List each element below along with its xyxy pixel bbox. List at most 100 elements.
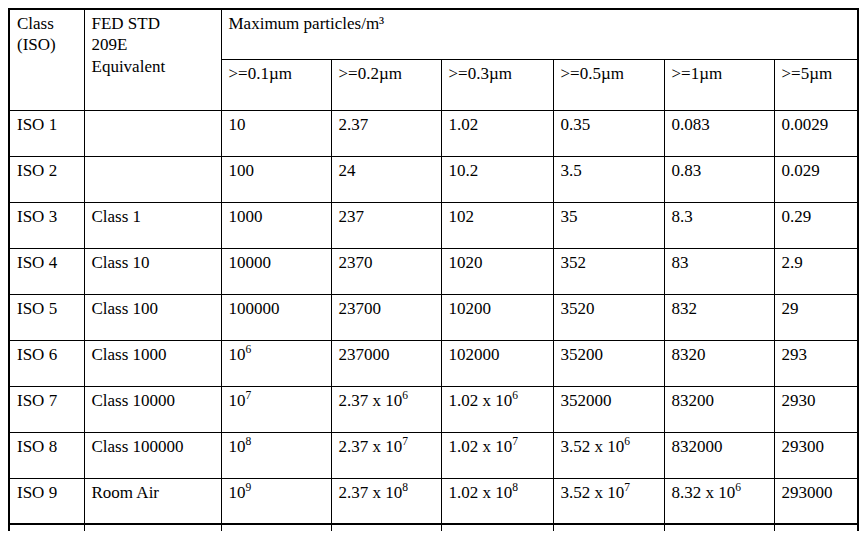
partial-row-cell — [664, 525, 774, 531]
fed-std-cell — [84, 156, 221, 202]
table-row: ISO 3Class 11000237102358.30.29 — [9, 202, 858, 248]
partial-row-cell — [441, 525, 553, 531]
table-row: ISO 5Class 1001000002370010200352083229 — [9, 294, 858, 340]
particle-count-cell: 0.083 — [664, 110, 774, 156]
particle-count-cell: 109 — [221, 478, 331, 524]
particle-count-cell: 0.29 — [774, 202, 858, 248]
particle-count-cell: 83 — [664, 248, 774, 294]
particle-count-cell: 24 — [331, 156, 441, 202]
particle-count-cell: 3.52 x 106 — [553, 432, 664, 478]
particle-count-cell: 2.37 x 106 — [331, 386, 441, 432]
cropped-partial-row — [8, 525, 859, 531]
iso-class-cell: ISO 4 — [9, 248, 84, 294]
header-max-particles: Maximum particles/m³ — [221, 9, 858, 59]
particle-count-cell: 0.35 — [553, 110, 664, 156]
particle-count-cell: 100000 — [221, 294, 331, 340]
particle-count-cell: 10 — [221, 110, 331, 156]
particle-count-cell: 0.029 — [774, 156, 858, 202]
particle-count-cell: 2.37 — [331, 110, 441, 156]
table-row: ISO 21002410.23.50.830.029 — [9, 156, 858, 202]
partial-row-cell — [9, 525, 84, 531]
fed-std-cell — [84, 110, 221, 156]
header-size-column: >=1µm — [664, 59, 774, 110]
particle-count-cell: 35200 — [553, 340, 664, 386]
particle-count-cell: 1.02 x 107 — [441, 432, 553, 478]
particle-count-cell: 1.02 — [441, 110, 553, 156]
header-size-column: >=0.2µm — [331, 59, 441, 110]
particle-count-cell: 8320 — [664, 340, 774, 386]
particle-count-cell: 23700 — [331, 294, 441, 340]
particle-count-cell: 2.37 x 108 — [331, 478, 441, 524]
header-fed-std: FED STD 209E Equivalent — [84, 9, 221, 110]
particle-count-cell: 2.37 x 107 — [331, 432, 441, 478]
particle-count-cell: 3.5 — [553, 156, 664, 202]
table-row: ISO 1 102.371.020.350.0830.0029 — [9, 110, 858, 156]
table-row: ISO 7Class 100001072.37 x 1061.02 x 1063… — [9, 386, 858, 432]
partial-row — [9, 525, 858, 531]
particle-count-cell: 102 — [441, 202, 553, 248]
fed-std-cell: Room Air — [84, 478, 221, 524]
particle-count-cell: 2.9 — [774, 248, 858, 294]
particle-count-cell: 352 — [553, 248, 664, 294]
particle-count-cell: 237 — [331, 202, 441, 248]
iso-class-cell: ISO 1 — [9, 110, 84, 156]
table-row: ISO 9Room Air1092.37 x 1081.02 x 1083.52… — [9, 478, 858, 524]
partial-row-cell — [221, 525, 331, 531]
particle-count-cell: 10000 — [221, 248, 331, 294]
particle-count-cell: 237000 — [331, 340, 441, 386]
fed-std-cell: Class 1000 — [84, 340, 221, 386]
particle-count-cell: 29 — [774, 294, 858, 340]
particle-count-cell: 1020 — [441, 248, 553, 294]
iso-class-cell: ISO 5 — [9, 294, 84, 340]
particle-count-cell: 293 — [774, 340, 858, 386]
particle-count-cell: 1.02 x 108 — [441, 478, 553, 524]
particle-count-cell: 832 — [664, 294, 774, 340]
particle-count-cell: 29300 — [774, 432, 858, 478]
fed-std-cell: Class 10000 — [84, 386, 221, 432]
iso-cleanroom-class-table: Class (ISO) FED STD 209E Equivalent Maxi… — [8, 8, 859, 525]
partial-row-cell — [553, 525, 664, 531]
particle-count-cell: 352000 — [553, 386, 664, 432]
particle-count-cell: 10200 — [441, 294, 553, 340]
particle-count-cell: 107 — [221, 386, 331, 432]
particle-count-cell: 3520 — [553, 294, 664, 340]
particle-count-cell: 83200 — [664, 386, 774, 432]
iso-class-cell: ISO 3 — [9, 202, 84, 248]
header-size-column: >=5µm — [774, 59, 858, 110]
iso-class-cell: ISO 8 — [9, 432, 84, 478]
iso-class-cell: ISO 6 — [9, 340, 84, 386]
table-row: ISO 6Class 10001062370001020003520083202… — [9, 340, 858, 386]
header-row-main: Class (ISO) FED STD 209E Equivalent Maxi… — [9, 9, 858, 59]
particle-count-cell: 8.32 x 106 — [664, 478, 774, 524]
partial-row-cell — [84, 525, 221, 531]
particle-count-cell: 2930 — [774, 386, 858, 432]
particle-count-cell: 106 — [221, 340, 331, 386]
fed-std-cell: Class 100 — [84, 294, 221, 340]
fed-std-cell: Class 100000 — [84, 432, 221, 478]
particle-count-cell: 8.3 — [664, 202, 774, 248]
particle-count-cell: 102000 — [441, 340, 553, 386]
particle-count-cell: 0.83 — [664, 156, 774, 202]
header-size-column: >=0.5µm — [553, 59, 664, 110]
fed-std-cell: Class 1 — [84, 202, 221, 248]
iso-class-cell: ISO 2 — [9, 156, 84, 202]
partial-row-cell — [774, 525, 858, 531]
particle-count-cell: 0.0029 — [774, 110, 858, 156]
header-size-column: >=0.1µm — [221, 59, 331, 110]
particle-count-cell: 3.52 x 107 — [553, 478, 664, 524]
particle-count-cell: 832000 — [664, 432, 774, 478]
header-size-column: >=0.3µm — [441, 59, 553, 110]
iso-class-cell: ISO 7 — [9, 386, 84, 432]
iso-class-cell: ISO 9 — [9, 478, 84, 524]
particle-count-cell: 1.02 x 106 — [441, 386, 553, 432]
header-class-iso: Class (ISO) — [9, 9, 84, 110]
partial-row-cell — [331, 525, 441, 531]
particle-count-cell: 10.2 — [441, 156, 553, 202]
table-row: ISO 4Class 101000023701020352832.9 — [9, 248, 858, 294]
particle-count-cell: 293000 — [774, 478, 858, 524]
particle-count-cell: 1000 — [221, 202, 331, 248]
particle-count-cell: 35 — [553, 202, 664, 248]
fed-std-cell: Class 10 — [84, 248, 221, 294]
particle-count-cell: 2370 — [331, 248, 441, 294]
table-row: ISO 8Class 1000001082.37 x 1071.02 x 107… — [9, 432, 858, 478]
